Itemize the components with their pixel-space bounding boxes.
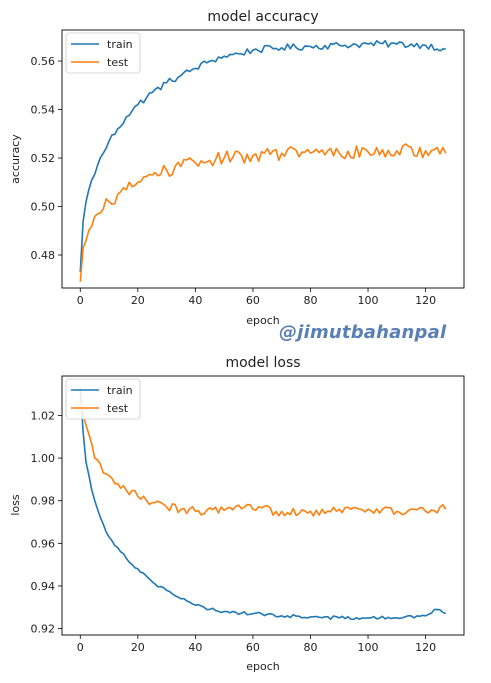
y-tick-label: 0.94 — [31, 580, 56, 593]
plot-area: 0 20 40 60 80 100 1200.920.940.960.981.001.02 … — [31, 375, 465, 654]
x-axis-label: epoch — [246, 314, 280, 327]
legend-label-train: train — [107, 38, 133, 51]
x-tick-label: 20 — [131, 641, 145, 654]
x-tick-label: 20 — [131, 294, 145, 307]
y-tick-label: 0.48 — [31, 249, 56, 262]
chart-title: model accuracy — [207, 9, 318, 25]
series-line-test — [79, 398, 447, 517]
y-tick-label: 0.50 — [31, 201, 56, 214]
accuracy-chart: model accuracy 0 20 40 60 80 100 120 0.48 0.50 0.… — [9, 9, 465, 327]
y-tick-label: 0.52 — [31, 152, 56, 165]
y-tick-label: 0.96 — [31, 537, 56, 550]
legend-label-test: test — [107, 402, 129, 415]
legend-label-test: test — [107, 56, 129, 69]
chart-title: model loss — [225, 355, 300, 371]
x-tick-label: 0 — [77, 294, 84, 307]
x-tick-label: 60 — [246, 641, 260, 654]
legend-box — [65, 32, 141, 74]
y-tick-label: 0.56 — [31, 55, 56, 68]
x-tick-label: 100 — [358, 294, 379, 307]
legend-box — [65, 378, 141, 420]
axes-frame — [61, 29, 465, 289]
x-tick-label: 0 — [77, 641, 84, 654]
y-tick-label: 0.98 — [31, 495, 56, 508]
x-tick-label: 120 — [415, 641, 436, 654]
x-tick-label: 40 — [188, 294, 202, 307]
plot-area: 0 20 40 60 80 100 120 0.48 0.50 0.52 0.54 0.56 trai… — [31, 29, 465, 307]
watermark-text: @jimutbahanpal — [279, 322, 447, 343]
x-tick-label: 80 — [303, 641, 317, 654]
y-tick-label: 0.92 — [31, 623, 56, 636]
axes-frame — [61, 375, 465, 636]
loss-chart: model loss 0 20 40 60 80 100 120 0.92 0.94 0.96 0.… — [9, 355, 465, 673]
y-axis-label: accuracy — [9, 134, 22, 184]
series-line-train — [79, 387, 447, 621]
x-tick-label: 40 — [188, 641, 202, 654]
x-tick-label: 120 — [415, 294, 436, 307]
y-tick-label: 1.02 — [31, 409, 56, 422]
tick-group: 0 20 40 60 80 100 120 0.92 0.94 0.96 0.98 1.00 1.02 — [31, 409, 437, 654]
x-tick-label: 80 — [303, 294, 317, 307]
y-tick-label: 0.54 — [31, 104, 56, 117]
y-axis-label: loss — [9, 494, 22, 516]
series-line-train — [79, 39, 446, 273]
x-axis-label: epoch — [246, 660, 280, 673]
series-lines — [79, 387, 447, 621]
legend-label-train: train — [107, 384, 133, 397]
series-line-test — [79, 143, 447, 282]
x-tick-label: 100 — [358, 641, 379, 654]
y-tick-label: 1.00 — [31, 452, 56, 465]
legend: train test — [65, 378, 141, 420]
tick-group: 0 20 40 60 80 100 120 0.48 0.50 0.52 0.54 0.56 — [31, 55, 437, 307]
legend: train test — [65, 32, 141, 74]
series-lines — [79, 39, 447, 282]
x-tick-label: 60 — [246, 294, 260, 307]
